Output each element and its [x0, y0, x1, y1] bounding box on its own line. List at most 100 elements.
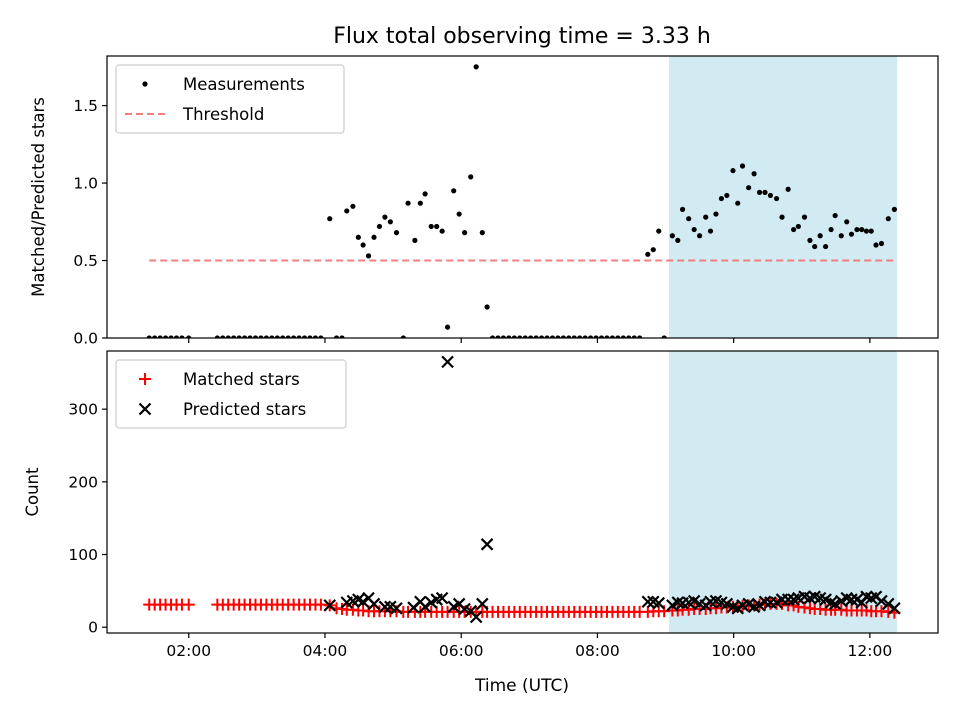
- predicted-stars-point: [720, 597, 734, 611]
- measurements-point: [686, 216, 692, 222]
- x-tick-label: 06:00: [439, 642, 484, 660]
- measurements-point: [462, 230, 468, 236]
- measurements-point: [312, 335, 319, 338]
- legend-label: Predicted stars: [183, 400, 306, 419]
- measurements-point: [355, 234, 361, 240]
- bottom-panel-counts: 02:00 04:00 06:00 08:00 10:00 12:00 0 100 200 300…: [23, 350, 939, 660]
- measurements-point: [620, 335, 626, 338]
- predicted-stars-point: [828, 597, 842, 611]
- predicted-stars-point: [469, 610, 483, 624]
- measurements-point: [473, 64, 479, 70]
- measurements-point: [412, 237, 418, 243]
- predicted-stars-point: [652, 596, 666, 610]
- measurements-point: [393, 230, 400, 236]
- measurements-point: [274, 335, 280, 338]
- measurements-point: [751, 171, 757, 177]
- measurements-point: [795, 223, 801, 230]
- measurements-point: [318, 335, 324, 338]
- measurements-point: [838, 233, 844, 239]
- measurements-point: [220, 335, 226, 338]
- measurements-point: [285, 335, 291, 338]
- measurements-point: [382, 214, 388, 220]
- x-tick-label: 10:00: [711, 642, 756, 660]
- predicted-stars-point: [378, 600, 392, 614]
- y-tick-label: 1.0: [73, 175, 98, 193]
- predicted-stars-point: [480, 538, 494, 551]
- measurements-point: [444, 324, 451, 330]
- measurements-point: [582, 335, 588, 338]
- measurements-point: [489, 335, 496, 338]
- y-tick-label: 1.5: [73, 97, 98, 115]
- measurements-point: [500, 335, 507, 338]
- predicted-stars-point: [367, 597, 381, 611]
- measurements-point: [571, 335, 577, 338]
- measurements-point: [522, 335, 528, 338]
- measurements-point: [339, 335, 345, 338]
- matched-stars-point: [182, 598, 195, 611]
- measurements-point: [533, 335, 539, 338]
- predicted-stars-point: [323, 599, 337, 612]
- x-tick-label: 08:00: [575, 642, 620, 660]
- measurements-point: [344, 208, 350, 214]
- measurements-point: [538, 335, 545, 338]
- measurements-point: [724, 192, 730, 199]
- predicted-stars-point: [441, 355, 454, 369]
- legend-label: Measurements: [183, 75, 305, 94]
- measurements-point: [307, 335, 313, 338]
- measurements-point: [844, 219, 850, 225]
- measurements-point: [817, 233, 823, 239]
- legend-marker-dot: [142, 81, 148, 87]
- measurements-point: [301, 335, 308, 338]
- predicted-stars-point: [356, 595, 370, 609]
- measurements-point: [873, 242, 879, 248]
- measurements-point: [434, 223, 440, 230]
- measurements-point: [296, 335, 302, 338]
- measurements-point: [779, 214, 785, 220]
- measurements-point: [247, 335, 253, 338]
- measurements-point: [703, 214, 709, 220]
- legend: Measurements Threshold: [115, 64, 345, 134]
- measurements-point: [231, 335, 237, 338]
- measurements-point: [615, 335, 621, 338]
- measurements-point: [885, 216, 891, 222]
- measurements-point: [376, 223, 383, 230]
- measurements-point: [718, 195, 724, 202]
- measurements-point: [645, 251, 651, 257]
- measurements-point: [823, 243, 829, 250]
- measurements-point: [146, 335, 152, 338]
- measurements-point: [484, 304, 490, 310]
- measurements-point: [762, 189, 768, 195]
- legend-marker-x: [138, 402, 152, 416]
- y-tick-label: 0.5: [73, 252, 98, 270]
- measurements-point: [609, 335, 616, 338]
- chart-title: Flux total observing time = 3.33 h: [333, 24, 711, 49]
- shaded-observing-window: [668, 56, 898, 338]
- measurements-point: [422, 191, 428, 197]
- measurements-point: [179, 335, 185, 338]
- predicted-stars-point: [671, 596, 685, 609]
- predicted-stars-point: [753, 599, 766, 612]
- predicted-stars-point: [476, 597, 489, 611]
- measurements-point: [566, 335, 572, 338]
- predicted-stars-point: [888, 602, 901, 615]
- y-axis-label: Count: [23, 467, 42, 517]
- measurements-point: [350, 203, 356, 209]
- x-tick-label: 02:00: [166, 642, 211, 660]
- measurements-point: [669, 233, 675, 239]
- measurements-point: [588, 335, 594, 338]
- measurements-point: [691, 226, 697, 233]
- measurements-point: [713, 211, 719, 217]
- predicted-stars-point: [390, 602, 403, 615]
- shaded-observing-window: [668, 351, 898, 633]
- measurements-point: [495, 335, 501, 338]
- predicted-stars-point: [641, 595, 655, 609]
- y-tick-label: 300: [68, 401, 98, 419]
- measurements-point: [707, 228, 714, 234]
- x-axis-label: Time (UTC): [474, 676, 569, 696]
- measurements-point: [767, 192, 774, 199]
- measurements-point: [785, 186, 791, 192]
- plot-marks: [143, 355, 901, 624]
- measurements-point: [263, 335, 269, 338]
- measurements-point: [451, 188, 457, 194]
- measurements-point: [555, 335, 561, 338]
